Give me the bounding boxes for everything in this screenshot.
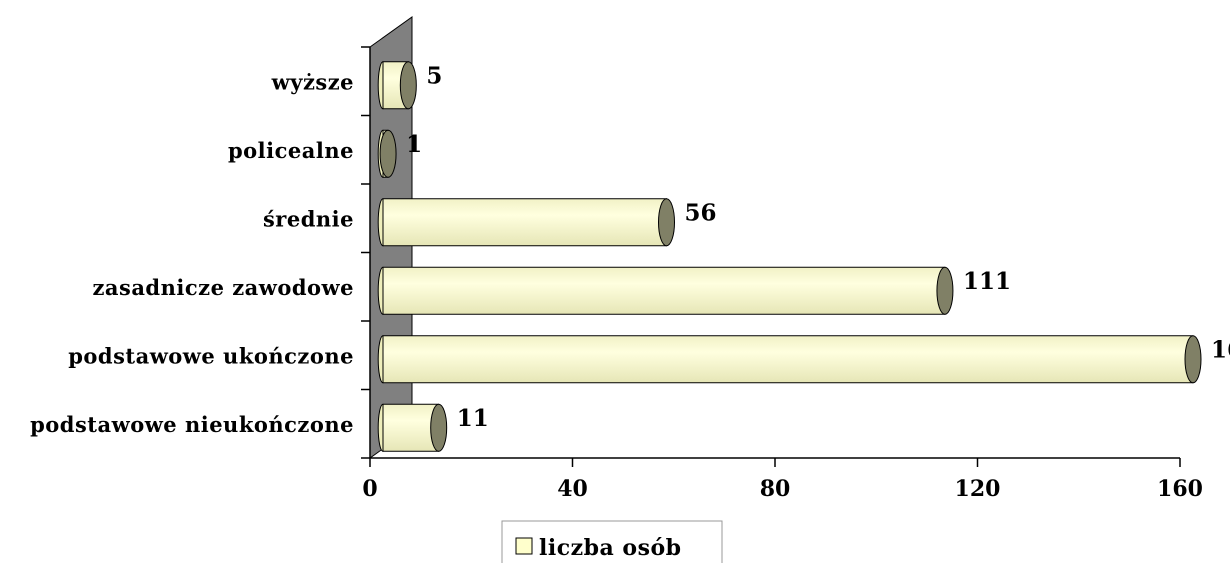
legend-label: liczba osób [539, 535, 682, 561]
x-tick-label: 80 [760, 476, 791, 502]
bar-body [382, 266, 946, 315]
bar [377, 403, 448, 452]
data-label: 160 [1211, 336, 1230, 363]
bar [377, 129, 397, 178]
category-label: podstawowe nieukończone [30, 412, 354, 437]
y-axis-ticks [361, 46, 370, 459]
category-label: policealne [228, 138, 354, 163]
bar [377, 335, 1202, 384]
bar-end-cap [399, 61, 417, 110]
bars-group [377, 61, 1202, 452]
bar-end-cap [658, 198, 675, 247]
bar [377, 198, 675, 247]
bar-end-cap [430, 403, 448, 452]
x-tick-label: 0 [362, 476, 377, 502]
category-label: średnie [263, 206, 354, 231]
legend: liczba osób [501, 520, 723, 563]
data-label: 5 [426, 62, 442, 89]
bar [377, 266, 954, 315]
x-tick-label: 120 [955, 476, 1001, 502]
x-tick-label: 40 [557, 476, 588, 502]
category-label: podstawowe ukończone [68, 343, 354, 368]
category-label: zasadnicze zawodowe [92, 275, 354, 300]
x-tick-label: 160 [1157, 476, 1203, 502]
bar-end-cap [936, 266, 954, 315]
bar-end-cap [379, 129, 397, 178]
legend-box [501, 520, 723, 563]
x-axis-ticks: 0 40 80 120 160 [362, 458, 1203, 502]
data-labels: 11 160 111 56 1 5 [406, 62, 1230, 432]
bar-body [382, 335, 1194, 384]
category-labels: podstawowe nieukończone podstawowe ukończ… [30, 69, 354, 437]
data-label: 111 [963, 268, 1011, 295]
category-label: wyższe [271, 69, 354, 94]
data-label: 1 [406, 131, 422, 158]
data-label: 11 [457, 405, 489, 432]
bar-body [382, 198, 667, 247]
bar [377, 61, 417, 110]
bar-end-cap [1184, 335, 1202, 384]
data-label: 56 [685, 199, 717, 226]
legend-swatch [515, 537, 533, 555]
